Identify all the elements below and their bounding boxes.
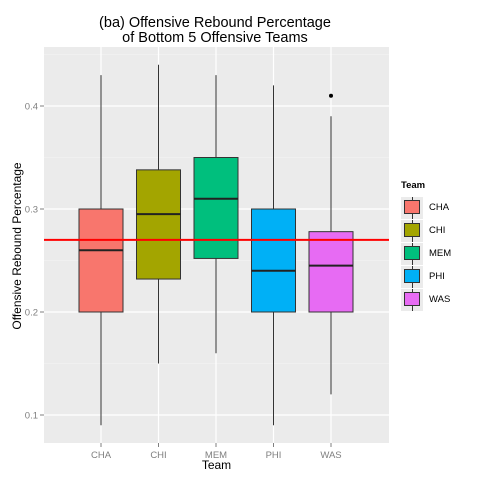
legend-label: WAS [429,294,451,305]
y-axis-label: Offensive Rebound Percentage [10,162,24,330]
box-was [308,93,354,395]
box-body [78,208,124,313]
legend-key [401,266,423,288]
legend-key [401,197,423,219]
chart-title-line-2: of Bottom 5 Offensive Teams [122,30,308,46]
legend-items: CHA CHI MEM PHI WAS [401,197,451,312]
legend-swatch [404,200,420,214]
legend: Team CHA CHI MEM PHI WAS [401,180,451,312]
chart-title-line-1: (ba) Offensive Rebound Percentage [99,15,331,31]
x-tick-label: CHI [150,450,166,461]
legend-label: CHA [429,202,450,213]
x-tick-label: WAS [320,450,341,461]
box-chi [136,64,181,364]
legend-swatch [404,246,420,260]
y-tick-label: 0.3 [25,205,38,216]
box-body [136,169,181,280]
y-tick-label: 0.4 [25,102,38,113]
legend-title: Team [401,180,426,191]
legend-item-chi: CHI [401,220,445,243]
legend-key [401,220,423,242]
legend-label: MEM [429,248,452,259]
legend-swatch [404,292,420,306]
legend-swatch [404,269,420,283]
x-axis-label: Team [201,458,232,472]
box-body [193,157,239,259]
x-tick-label: PHI [266,450,282,461]
legend-item-was: WAS [401,289,450,312]
x-tick-label: CHA [91,450,112,461]
box-body [308,231,354,313]
legend-item-mem: MEM [401,243,451,266]
legend-label: CHI [429,225,446,236]
legend-label: PHI [429,271,445,282]
legend-swatch [404,223,420,237]
y-tick-label: 0.1 [25,411,38,422]
box-mem [193,75,239,354]
box-body [251,208,296,313]
legend-item-phi: PHI [401,266,445,289]
legend-item-cha: CHA [401,197,449,220]
outlier-point [329,93,333,98]
legend-key [401,289,423,311]
legend-key [401,243,423,265]
box-cha [78,75,124,426]
x-tick-label: MEM [205,450,227,461]
box-phi [251,85,296,426]
y-tick-label: 0.2 [25,308,38,319]
